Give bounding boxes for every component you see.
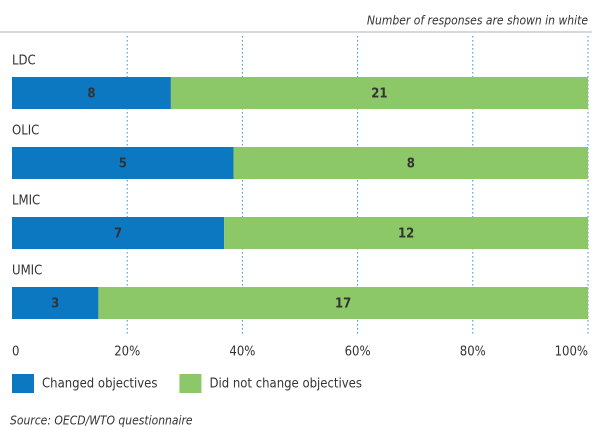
category-label: LDC — [12, 54, 36, 69]
bar-segment — [12, 217, 225, 249]
legend-label: Changed objectives — [42, 377, 157, 392]
bar-segment — [98, 287, 589, 319]
x-tick-label: 60% — [345, 345, 371, 360]
data-label: 5 — [119, 157, 127, 172]
data-label: 8 — [87, 87, 95, 102]
bar-segment — [233, 147, 589, 179]
category-label: UMIC — [12, 264, 42, 279]
bar-segment — [12, 147, 234, 179]
legend-swatch — [12, 374, 34, 393]
x-tick-label: 100% — [555, 345, 588, 360]
legend-swatch — [179, 374, 202, 393]
data-label: 8 — [407, 157, 415, 172]
data-label: 3 — [51, 297, 59, 312]
data-label: 12 — [398, 227, 414, 242]
source-note: Source: OECD/WTO questionnaire — [10, 414, 193, 428]
bar-segment — [224, 217, 589, 249]
bar-segment — [12, 287, 99, 319]
x-tick-label: 20% — [114, 345, 140, 360]
legend-label: Did not change objectives — [209, 377, 362, 392]
bar-segment — [12, 77, 171, 109]
chart-subtitle: Number of responses are shown in white — [367, 14, 588, 28]
data-label: 21 — [371, 87, 387, 102]
x-tick-label: 40% — [229, 345, 255, 360]
data-label: 7 — [114, 227, 122, 242]
category-label: OLIC — [12, 124, 39, 139]
data-label: 17 — [335, 297, 351, 312]
x-tick-label: 0 — [12, 345, 19, 360]
bar-segment — [170, 77, 588, 109]
x-tick-label: 80% — [460, 345, 486, 360]
category-label: LMIC — [12, 194, 40, 209]
